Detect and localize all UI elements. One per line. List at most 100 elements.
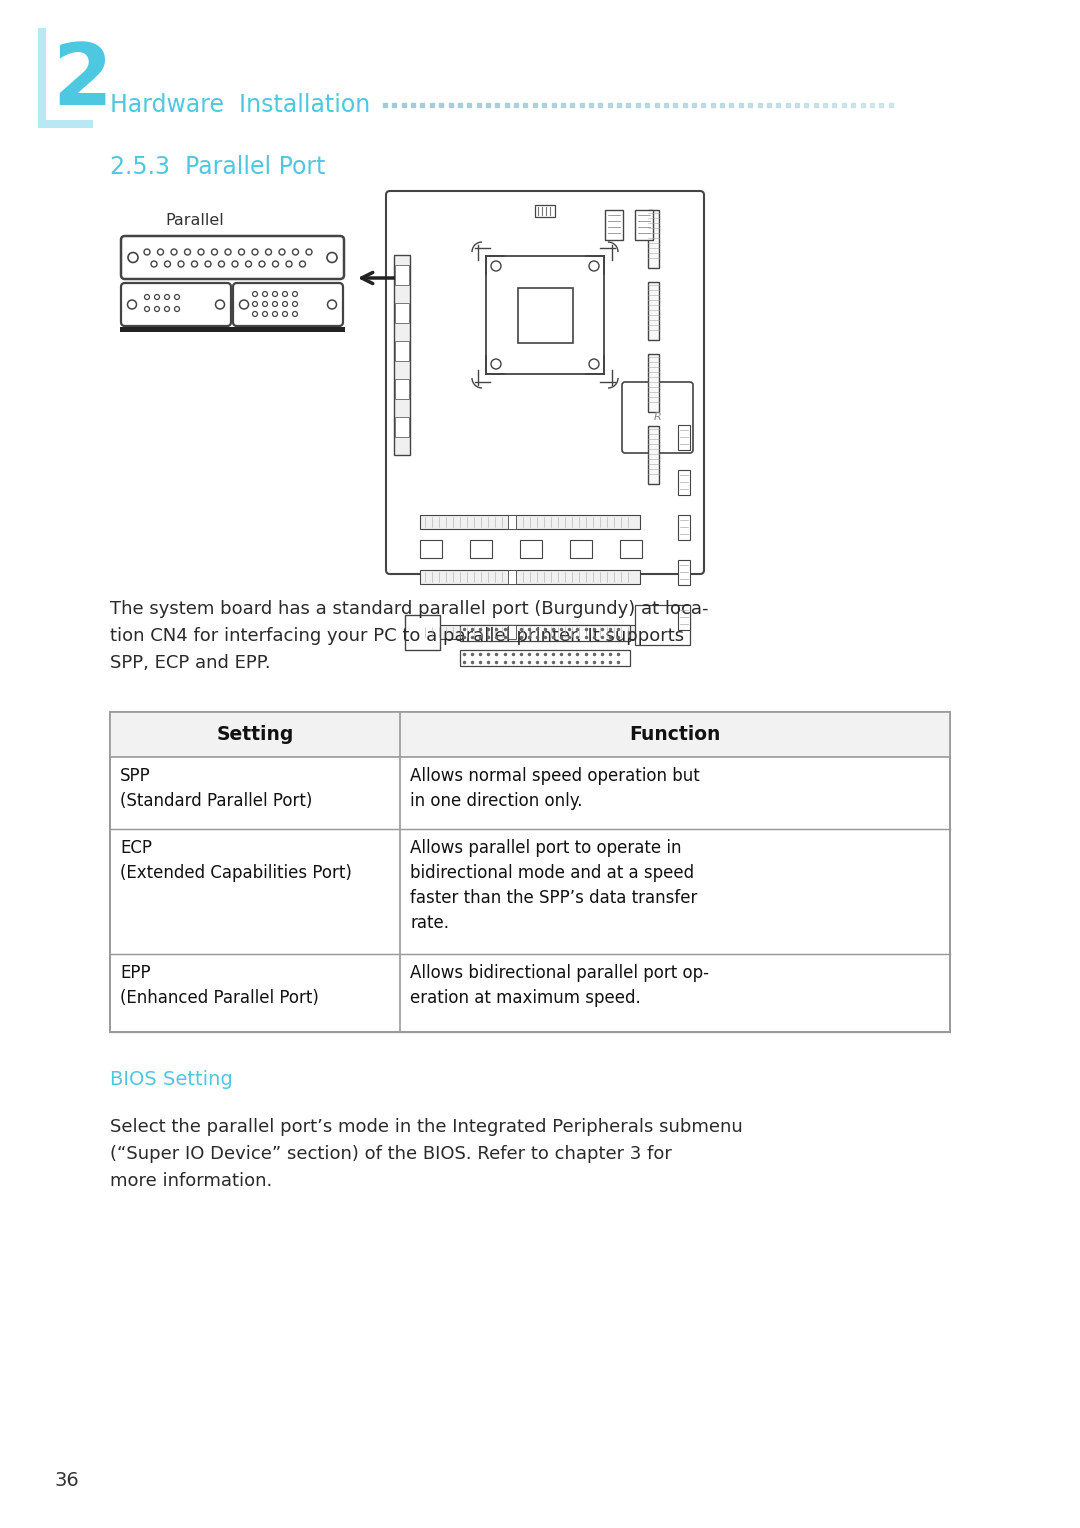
Bar: [508, 570, 516, 584]
Circle shape: [283, 301, 287, 307]
Circle shape: [262, 312, 268, 316]
Circle shape: [239, 249, 244, 255]
Circle shape: [259, 261, 265, 267]
Bar: [678, 605, 690, 630]
Circle shape: [266, 249, 271, 255]
Text: ECP
(Extended Capabilities Port): ECP (Extended Capabilities Port): [120, 839, 352, 882]
Circle shape: [240, 299, 248, 309]
Circle shape: [293, 301, 297, 307]
Bar: [460, 625, 630, 642]
Circle shape: [253, 301, 257, 307]
Bar: [635, 605, 690, 645]
Circle shape: [212, 249, 217, 255]
Circle shape: [253, 312, 257, 316]
Text: Select the parallel port’s mode in the Integrated Peripherals submenu
(“Super IO: Select the parallel port’s mode in the I…: [110, 1118, 743, 1190]
Bar: [38, 121, 93, 128]
Circle shape: [154, 307, 160, 312]
Text: Hardware  Installation: Hardware Installation: [110, 93, 370, 118]
Circle shape: [171, 249, 177, 255]
FancyBboxPatch shape: [121, 235, 345, 280]
Circle shape: [253, 292, 257, 296]
Text: R: R: [653, 413, 661, 423]
FancyBboxPatch shape: [121, 283, 231, 325]
Circle shape: [491, 261, 501, 270]
Circle shape: [164, 261, 171, 267]
Bar: [648, 426, 659, 484]
Circle shape: [306, 249, 312, 255]
Text: Allows normal speed operation but
in one direction only.: Allows normal speed operation but in one…: [410, 767, 700, 810]
Circle shape: [272, 312, 278, 316]
Circle shape: [225, 249, 231, 255]
Bar: [420, 625, 640, 639]
Circle shape: [151, 261, 157, 267]
Circle shape: [185, 249, 190, 255]
Circle shape: [175, 295, 179, 299]
Bar: [110, 712, 950, 756]
Circle shape: [232, 261, 238, 267]
Circle shape: [286, 261, 292, 267]
Text: 2.5.3  Parallel Port: 2.5.3 Parallel Port: [110, 154, 325, 179]
Bar: [648, 283, 659, 341]
Circle shape: [218, 261, 225, 267]
Circle shape: [293, 249, 298, 255]
Text: Parallel: Parallel: [165, 212, 225, 228]
Text: Function: Function: [630, 724, 720, 744]
Bar: [395, 417, 409, 437]
Bar: [470, 539, 492, 558]
Circle shape: [293, 312, 297, 316]
Circle shape: [293, 292, 297, 296]
Bar: [395, 264, 409, 286]
Circle shape: [127, 299, 136, 309]
Bar: [570, 539, 592, 558]
Circle shape: [198, 249, 204, 255]
Circle shape: [154, 295, 160, 299]
Text: BIOS Setting: BIOS Setting: [110, 1070, 233, 1089]
Circle shape: [327, 299, 337, 309]
Circle shape: [175, 307, 179, 312]
Circle shape: [205, 261, 211, 267]
Text: SPP
(Standard Parallel Port): SPP (Standard Parallel Port): [120, 767, 312, 810]
Circle shape: [589, 359, 599, 368]
Circle shape: [216, 299, 225, 309]
Circle shape: [279, 249, 285, 255]
Circle shape: [262, 301, 268, 307]
Circle shape: [283, 292, 287, 296]
Bar: [508, 515, 516, 529]
Circle shape: [491, 359, 501, 368]
Circle shape: [145, 307, 149, 312]
FancyBboxPatch shape: [386, 191, 704, 575]
Text: 36: 36: [55, 1470, 80, 1490]
Text: Setting: Setting: [216, 724, 294, 744]
Circle shape: [191, 261, 198, 267]
Text: 2: 2: [52, 40, 112, 122]
Circle shape: [164, 307, 170, 312]
Circle shape: [589, 261, 599, 270]
Circle shape: [272, 292, 278, 296]
Bar: [648, 209, 659, 267]
Bar: [38, 28, 46, 128]
Bar: [648, 354, 659, 413]
Circle shape: [299, 261, 306, 267]
Bar: [394, 255, 410, 455]
Circle shape: [144, 249, 150, 255]
Circle shape: [327, 252, 337, 263]
Bar: [535, 205, 555, 217]
Circle shape: [283, 312, 287, 316]
Text: EPP
(Enhanced Parallel Port): EPP (Enhanced Parallel Port): [120, 964, 319, 1007]
Bar: [620, 539, 642, 558]
FancyBboxPatch shape: [622, 382, 693, 452]
Circle shape: [262, 292, 268, 296]
Circle shape: [129, 252, 138, 263]
Bar: [678, 515, 690, 539]
Text: The system board has a standard parallel port (Burgundy) at loca-
tion CN4 for i: The system board has a standard parallel…: [110, 601, 708, 672]
Bar: [460, 649, 630, 666]
Circle shape: [272, 301, 278, 307]
Bar: [395, 303, 409, 322]
Bar: [605, 209, 623, 240]
Bar: [517, 287, 572, 342]
Bar: [420, 515, 640, 529]
Text: Allows parallel port to operate in
bidirectional mode and at a speed
faster than: Allows parallel port to operate in bidir…: [410, 839, 698, 932]
Text: Allows bidirectional parallel port op-
eration at maximum speed.: Allows bidirectional parallel port op- e…: [410, 964, 708, 1007]
Bar: [635, 209, 653, 240]
Bar: [486, 257, 604, 374]
